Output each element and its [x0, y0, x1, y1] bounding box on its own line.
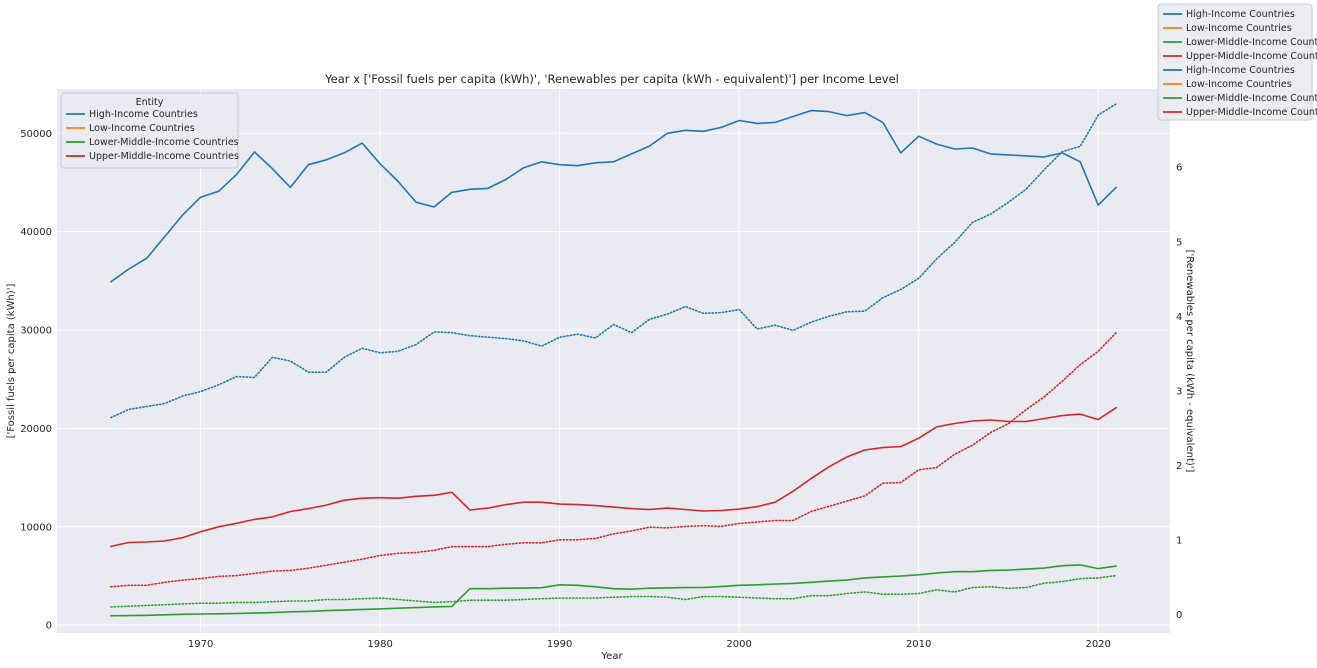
fossil-line-upper-middle-income-countries: [110, 406, 1117, 548]
y-left-axis-label: ['Fossil fuels per capita (kWh)']: [6, 284, 17, 439]
renewables-line-upper-middle-income-countries: [110, 331, 1117, 588]
y-left-tick-label: 50000: [20, 129, 52, 140]
legend-entry-label: Lower-Middle-Income Countries: [89, 137, 239, 148]
legend-title: Entity: [136, 97, 164, 108]
y-right-axis-label: ['Renewables per capita (kWh - equivalen…: [1184, 250, 1195, 473]
y-right-axis-ticks: 0 1 2 3 4 5 6: [1176, 163, 1182, 621]
y-left-tick-label: 0: [46, 621, 52, 632]
x-axis-label: Year: [600, 651, 623, 662]
legend-inner-frame: [60, 92, 239, 169]
legend-entry-label: Lower-Middle-Income Countries: [1186, 93, 1317, 104]
x-tick-label: 2020: [1085, 639, 1110, 650]
legend-outer-frame: [1157, 3, 1313, 121]
fossil-line-high-income-countries: [110, 109, 1117, 283]
y-right-tick-label: 4: [1176, 312, 1182, 323]
x-tick-label: 1970: [188, 639, 213, 650]
legend-entry-label: High-Income Countries: [1186, 65, 1295, 76]
x-tick-label: 2000: [726, 639, 751, 650]
series-lines: [110, 103, 1117, 617]
plot-background: [57, 89, 1170, 633]
legend-entry-label: High-Income Countries: [1186, 9, 1295, 20]
y-right-tick-label: 2: [1176, 461, 1182, 472]
legend-entry-label: High-Income Countries: [89, 109, 198, 120]
x-tick-label: 1990: [547, 639, 572, 650]
legend-entry-label: Low-Income Countries: [1186, 79, 1292, 90]
x-tick-label: 2010: [906, 639, 931, 650]
renewables-line-lower-middle-income-countries: [110, 574, 1117, 608]
legend-entry-label: Lower-Middle-Income Countries: [1186, 37, 1317, 48]
x-axis-ticks: 1970 1980 1990 2000 2010 2020: [188, 639, 1111, 650]
legend-outer: High-Income Countries Low-Income Countrie…: [1157, 3, 1317, 121]
chart-title: Year x ['Fossil fuels per capita (kWh)',…: [324, 72, 899, 86]
grid: [57, 89, 1170, 633]
y-right-tick-label: 0: [1176, 610, 1182, 621]
y-left-tick-label: 20000: [20, 424, 52, 435]
fossil-line-lower-middle-income-countries: [110, 564, 1117, 617]
y-right-tick-label: 3: [1176, 386, 1182, 397]
legend-entry-label: Upper-Middle-Income Countries: [1186, 107, 1317, 118]
y-right-tick-label: 5: [1176, 237, 1182, 248]
y-left-tick-label: 30000: [20, 326, 52, 337]
legend-entry-label: Low-Income Countries: [89, 123, 195, 134]
legend-entry-label: Upper-Middle-Income Countries: [89, 151, 239, 162]
y-right-tick-label: 6: [1176, 163, 1182, 174]
y-left-tick-label: 10000: [20, 522, 52, 533]
renewables-line-high-income-countries: [110, 103, 1117, 419]
legend-entry-label: Low-Income Countries: [1186, 23, 1292, 34]
legend-entry-label: Upper-Middle-Income Countries: [1186, 51, 1317, 62]
y-left-tick-label: 40000: [20, 227, 52, 238]
y-right-tick-label: 1: [1176, 535, 1182, 546]
y-left-axis-ticks: 0 10000 20000 30000 40000 50000: [20, 129, 52, 632]
x-tick-label: 1980: [367, 639, 392, 650]
